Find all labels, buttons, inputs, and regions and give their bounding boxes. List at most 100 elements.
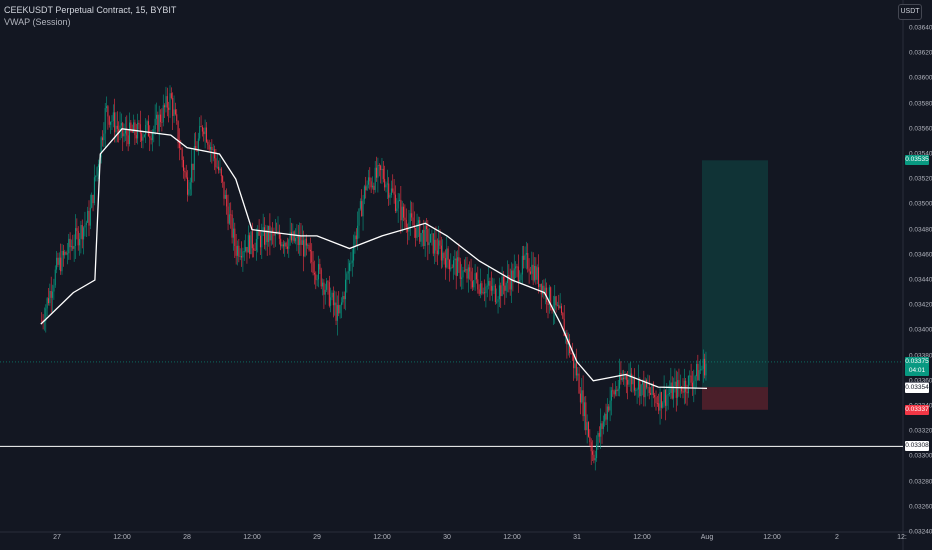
price-tick-label: 0.03400 <box>909 326 932 334</box>
candle-up <box>324 289 326 295</box>
candle-down <box>475 273 477 280</box>
candle-down <box>114 112 116 133</box>
candle-up <box>389 194 391 198</box>
candle-down <box>187 177 189 195</box>
candle-up <box>270 230 272 241</box>
price-tick-label: 0.03280 <box>909 478 932 486</box>
candle-up <box>662 402 664 408</box>
candle-down <box>76 228 78 232</box>
candle-up <box>347 271 349 274</box>
candle-down <box>523 255 525 260</box>
price-tick-label: 0.03500 <box>909 200 932 208</box>
candle-up <box>480 283 481 294</box>
candle-up <box>700 369 702 371</box>
candle-down <box>686 391 688 394</box>
currency-button[interactable]: USDT <box>898 4 922 20</box>
candle-up <box>513 268 515 282</box>
candle-up <box>581 390 583 403</box>
candle-down <box>195 145 197 151</box>
candle-up <box>110 121 112 125</box>
candle-down <box>81 224 83 240</box>
candle-down <box>335 302 337 321</box>
candle-up <box>357 225 359 240</box>
time-tick-label: 12:00 <box>503 534 521 541</box>
candle-up <box>318 264 319 280</box>
candle-up <box>133 122 135 133</box>
candle-down <box>509 280 511 290</box>
candle-down <box>656 403 658 404</box>
candle-up <box>679 386 681 388</box>
candle-down <box>147 121 149 137</box>
candle-down <box>561 306 562 313</box>
candle-down <box>57 257 59 265</box>
candle-up <box>559 306 561 309</box>
candle-down <box>241 256 243 258</box>
candle-up <box>228 214 230 224</box>
candle-down <box>205 127 207 142</box>
candle-up <box>75 228 76 247</box>
candle-up <box>689 375 691 377</box>
candle-up <box>694 376 696 381</box>
candle-down <box>535 265 537 280</box>
candle-up <box>123 133 125 137</box>
candle-down <box>378 164 380 166</box>
candle-down <box>280 238 282 247</box>
candle-down <box>320 269 322 287</box>
candle-up <box>554 296 556 311</box>
candle-down <box>176 114 178 122</box>
candle-down <box>376 167 378 178</box>
candle-up <box>353 247 355 261</box>
candle-up <box>669 392 670 395</box>
candle-down <box>466 268 468 279</box>
candle-down <box>211 146 213 151</box>
time-tick-label: 12:00 <box>373 534 391 541</box>
candle-up <box>548 287 550 306</box>
candle-down <box>254 250 256 251</box>
candle-up <box>268 225 270 242</box>
candle-down <box>616 389 618 392</box>
candle-down <box>643 380 645 398</box>
candle-up <box>219 168 221 171</box>
candle-up <box>473 280 475 288</box>
candle-down <box>585 402 587 431</box>
candle-down <box>183 160 184 171</box>
candle-down <box>455 258 457 276</box>
candle-up <box>453 260 454 268</box>
symbol-title[interactable]: CEEKUSDT Perpetual Contract, 15, BYBIT <box>4 5 177 15</box>
candle-down <box>447 248 449 260</box>
candle-up <box>119 125 121 132</box>
candle-down <box>203 131 205 135</box>
candle-down <box>286 246 288 249</box>
candle-up <box>153 129 155 133</box>
candle-up <box>143 134 145 137</box>
candle-down <box>593 454 595 461</box>
candle-down <box>655 397 657 404</box>
candle-down <box>660 392 662 408</box>
candle-down <box>249 235 251 255</box>
candle-down <box>481 283 483 294</box>
stop-zone <box>702 387 768 410</box>
price-tick-label: 0.03640 <box>909 24 932 32</box>
candle-down <box>504 285 506 291</box>
candle-up <box>245 247 247 252</box>
price-tick-label: 0.03480 <box>909 226 932 234</box>
candle-up <box>129 122 130 145</box>
candle-up <box>525 253 527 255</box>
candle-down <box>613 391 615 395</box>
candle-down <box>608 406 610 411</box>
candle-down <box>412 217 414 226</box>
indicator-title[interactable]: VWAP (Session) <box>4 17 71 27</box>
candle-up <box>54 269 56 286</box>
candle-down <box>690 375 692 383</box>
price-tick-label: 0.03440 <box>909 276 932 284</box>
price-tick-label: 0.03560 <box>909 125 932 133</box>
candle-down <box>439 240 441 246</box>
candle-down <box>588 422 589 437</box>
candle-up <box>232 228 234 238</box>
candle-up <box>417 220 419 224</box>
candle-down <box>652 383 654 396</box>
candle-up <box>702 358 704 369</box>
candle-down <box>494 285 496 302</box>
candle-up <box>296 234 298 239</box>
